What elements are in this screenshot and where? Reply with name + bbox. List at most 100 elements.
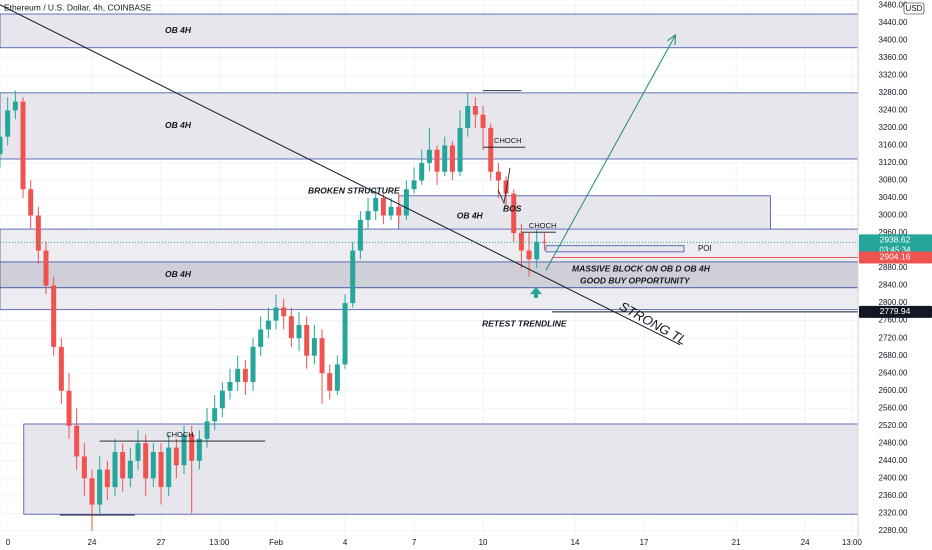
candle-body xyxy=(380,197,386,216)
y-tick-label: 3200.00 xyxy=(879,123,908,132)
level-label: CHOCH xyxy=(166,430,194,439)
candle-body xyxy=(350,250,356,304)
candle-body xyxy=(442,145,448,172)
candle-body xyxy=(227,381,233,391)
price-tag-value: 2938.62 xyxy=(880,235,911,245)
y-tick-label: 2720.00 xyxy=(879,333,908,342)
y-tick-label: 3240.00 xyxy=(879,105,908,114)
candle-body xyxy=(0,136,3,155)
chart-title: Ethereum / U.S. Dollar, 4h, COINBASE xyxy=(4,2,152,12)
candle-body xyxy=(43,250,49,286)
candle-body xyxy=(472,105,478,115)
y-tick-label: 3320.00 xyxy=(879,70,908,79)
candle-body xyxy=(403,189,409,216)
candle-body xyxy=(235,368,241,382)
candle-body xyxy=(480,114,486,128)
currency[interactable]: USD xyxy=(906,4,923,13)
candle-body xyxy=(319,338,325,374)
zone xyxy=(0,228,859,263)
zone-label: OB 4H xyxy=(165,25,192,35)
y-tick-label: 2680.00 xyxy=(879,351,908,360)
candle-body xyxy=(396,206,402,216)
y-tick-label: 3000.00 xyxy=(879,211,908,220)
candle-body xyxy=(158,452,164,488)
candle-body xyxy=(265,320,271,330)
candle-body xyxy=(373,197,379,212)
up-arrow-icon xyxy=(530,287,542,298)
y-tick-label: 2840.00 xyxy=(879,281,908,290)
currency-box[interactable] xyxy=(903,2,925,15)
trend-line xyxy=(0,4,681,346)
y-tick-label: 2800.00 xyxy=(879,298,908,307)
candle-body xyxy=(334,364,340,391)
y-tick-label: 2480.00 xyxy=(879,438,908,447)
zones: OB 4H OB 4H OB 4H OB 4H POI xyxy=(0,13,859,515)
y-tick-label: 3360.00 xyxy=(879,53,908,62)
candle-body xyxy=(150,452,156,479)
y-tick-label: 2280.00 xyxy=(879,526,908,535)
y-tick-label: 2400.00 xyxy=(879,473,908,482)
x-tick-label: Feb xyxy=(269,538,283,547)
candle-body xyxy=(518,233,524,251)
candle-body xyxy=(35,215,41,251)
candle-body xyxy=(419,162,425,181)
candle-body xyxy=(296,325,302,339)
y-tick-label: 3120.00 xyxy=(879,158,908,167)
y-tick-label: 2520.00 xyxy=(879,421,908,430)
price-tag-value: 2904.16 xyxy=(880,252,911,262)
candle-body xyxy=(541,241,547,243)
candle-body xyxy=(204,421,210,439)
zone-label: OB 4H xyxy=(165,120,192,130)
annotation: MASSIVE BLOCK ON OB D OB 4H xyxy=(572,263,711,273)
level-label: CHOCH xyxy=(529,221,557,230)
candle-body xyxy=(196,438,202,461)
candle-body xyxy=(511,193,517,234)
candle-body xyxy=(127,460,133,479)
candle-body xyxy=(426,149,432,163)
price-tag xyxy=(859,305,932,318)
x-tick-label: 7 xyxy=(412,538,417,547)
annotation: BOS xyxy=(503,203,522,213)
zone xyxy=(545,245,685,253)
y-tick-label: 2320.00 xyxy=(879,508,908,517)
candle-body xyxy=(488,127,494,172)
candle-body xyxy=(181,434,187,466)
y-tick-label: 3440.00 xyxy=(879,18,908,27)
candle-body xyxy=(135,443,141,461)
candle-body xyxy=(173,447,179,466)
candle-body xyxy=(273,307,279,321)
candle-body xyxy=(258,329,264,347)
candle-body xyxy=(89,478,95,505)
y-tick-label: 3480.00 xyxy=(879,0,908,9)
candle-body xyxy=(143,443,149,479)
candle-body xyxy=(288,316,294,339)
price-tag xyxy=(859,251,932,264)
y-tick-label: 3160.00 xyxy=(879,141,908,150)
y-tick-label: 2960.00 xyxy=(879,228,908,237)
x-tick-label: 24 xyxy=(801,538,810,547)
zone xyxy=(23,423,859,515)
candle-body xyxy=(112,452,118,488)
candle-body xyxy=(357,219,363,251)
candle-body xyxy=(104,469,110,488)
y-tick-label: 2440.00 xyxy=(879,456,908,465)
arrow-head xyxy=(667,34,677,46)
candle-body xyxy=(28,189,34,216)
y-tick-label: 3280.00 xyxy=(879,88,908,97)
x-tick-label: 13:00 xyxy=(842,538,863,547)
candle-body xyxy=(503,180,509,194)
candle-body xyxy=(342,303,348,365)
candle-body xyxy=(465,105,471,128)
candle-body xyxy=(212,408,218,422)
candle-body xyxy=(281,307,287,317)
zone-label: OB 4H xyxy=(165,269,192,279)
candle-body xyxy=(58,346,64,391)
candle-body xyxy=(311,338,317,356)
candle-body xyxy=(81,456,87,479)
y-tick-label: 3040.00 xyxy=(879,193,908,202)
y-tick-label: 2760.00 xyxy=(879,316,908,325)
candle-body xyxy=(411,180,417,190)
y-tick-label: 2360.00 xyxy=(879,491,908,500)
